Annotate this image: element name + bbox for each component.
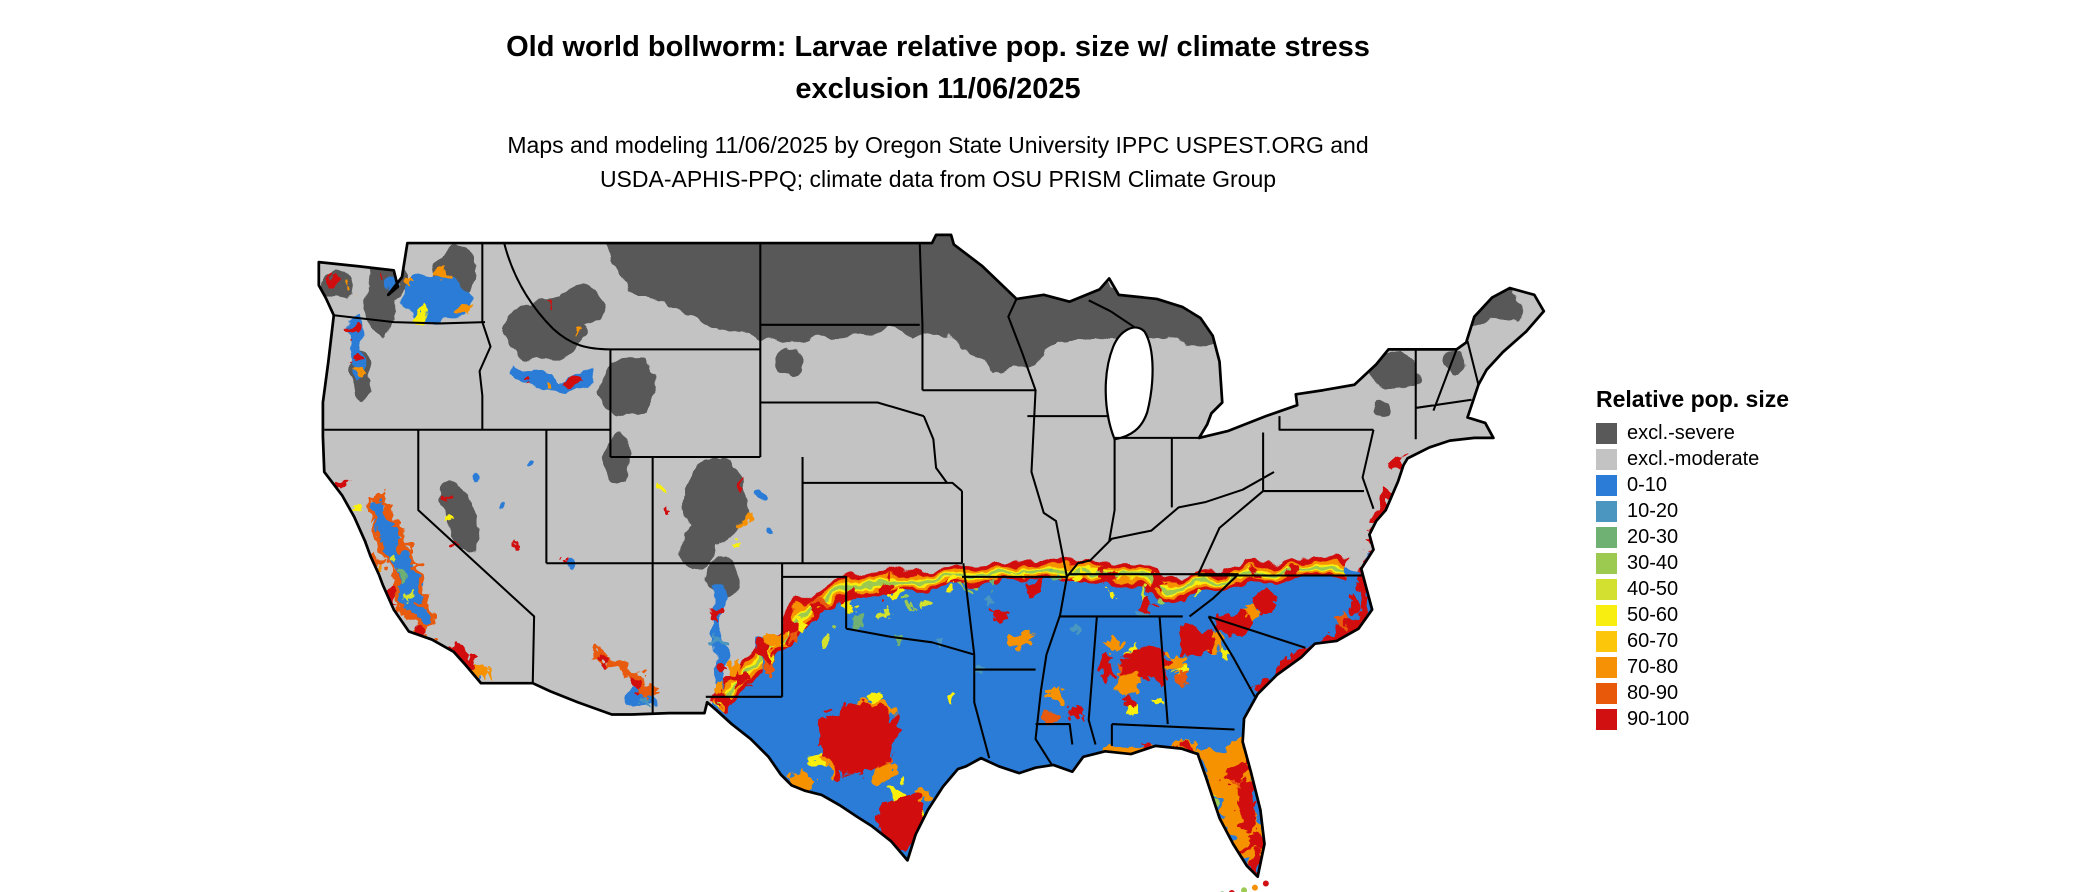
legend: Relative pop. size excl.-severe excl.-mod… bbox=[1596, 386, 1876, 735]
legend-swatch bbox=[1596, 475, 1617, 496]
legend-label: 10-20 bbox=[1627, 500, 1679, 522]
legend-swatch bbox=[1596, 605, 1617, 626]
legend-title: Relative pop. size bbox=[1596, 386, 1790, 412]
florida-keys bbox=[1220, 880, 1269, 892]
legend-swatch bbox=[1596, 579, 1617, 600]
legend-label: 30-40 bbox=[1627, 552, 1679, 574]
us-outline bbox=[317, 233, 1546, 879]
legend-entry: 80-90 bbox=[1596, 683, 1876, 704]
figure-title-line1: Old world bollworm: Larvae relative pop.… bbox=[506, 31, 1370, 63]
legend-label: 0-10 bbox=[1627, 474, 1668, 496]
legend-entry: excl.-moderate bbox=[1596, 449, 1876, 470]
legend-swatch bbox=[1596, 631, 1617, 652]
legend-entry: 60-70 bbox=[1596, 631, 1876, 652]
legend-entry: 20-30 bbox=[1596, 527, 1876, 548]
legend-swatch bbox=[1596, 553, 1617, 574]
legend-label: excl.-moderate bbox=[1627, 448, 1760, 470]
legend-swatch bbox=[1596, 501, 1617, 522]
legend-entry: 70-80 bbox=[1596, 657, 1876, 678]
state-borders bbox=[324, 242, 1480, 766]
legend-entry: 40-50 bbox=[1596, 579, 1876, 600]
legend-entry: 50-60 bbox=[1596, 605, 1876, 626]
legend-label: 80-90 bbox=[1627, 682, 1679, 704]
legend-swatch bbox=[1596, 423, 1617, 444]
legend-entry: 0-10 bbox=[1596, 475, 1876, 496]
legend-swatch bbox=[1596, 657, 1617, 678]
figure-subtitle-line1: Maps and modeling 11/06/2025 by Oregon S… bbox=[507, 132, 1369, 158]
legend-swatch bbox=[1596, 527, 1617, 548]
severe-exclusion-layer bbox=[324, 234, 1523, 596]
legend-label: 20-30 bbox=[1627, 526, 1679, 548]
figure-subtitle-line2: USDA-APHIS-PPQ; climate data from OSU PR… bbox=[599, 166, 1277, 192]
legend-entry: 90-100 bbox=[1596, 709, 1876, 730]
us-risk-map bbox=[312, 232, 1552, 892]
legend-swatch bbox=[1596, 709, 1617, 730]
legend-entry: excl.-severe bbox=[1596, 423, 1876, 444]
legend-label: excl.-severe bbox=[1627, 422, 1735, 444]
legend-entry: 10-20 bbox=[1596, 501, 1876, 522]
legend-label: 50-60 bbox=[1627, 604, 1679, 626]
risk-specks-40-50 bbox=[389, 555, 1216, 798]
us-risk-map-svg bbox=[317, 233, 1546, 892]
figure-title-line2: exclusion 11/06/2025 bbox=[795, 73, 1081, 105]
legend-label: 70-80 bbox=[1627, 656, 1679, 678]
figure-subtitle: Maps and modeling 11/06/2025 by Oregon S… bbox=[0, 128, 1876, 196]
legend-label: 90-100 bbox=[1627, 708, 1690, 730]
figure-title: Old world bollworm: Larvae relative pop.… bbox=[0, 26, 1876, 110]
lake-michigan bbox=[1104, 326, 1154, 441]
legend-entries: excl.-severe excl.-moderate 0-10 10-20 20-30… bbox=[1596, 423, 1876, 730]
legend-swatch bbox=[1596, 449, 1617, 470]
legend-label: 40-50 bbox=[1627, 578, 1679, 600]
legend-entry: 30-40 bbox=[1596, 553, 1876, 574]
legend-label: 60-70 bbox=[1627, 630, 1679, 652]
legend-swatch bbox=[1596, 683, 1617, 704]
